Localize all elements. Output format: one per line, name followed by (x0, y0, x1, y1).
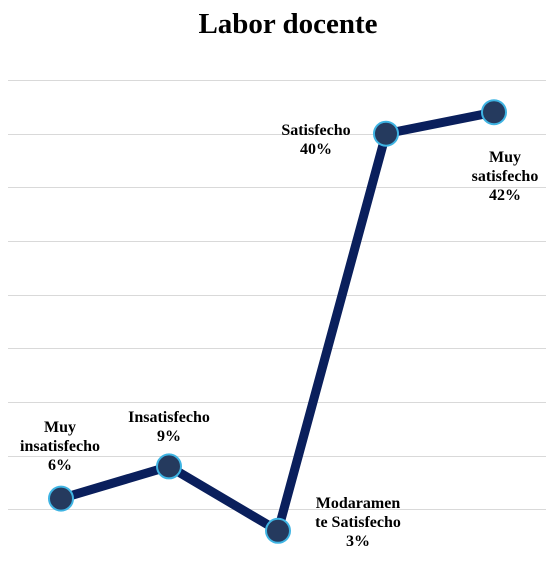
data-label-line: 40% (300, 141, 332, 158)
data-label-line: 9% (157, 428, 181, 445)
gridlines (8, 80, 546, 510)
data-label-line: Satisfecho (281, 122, 350, 139)
data-label: Satisfecho 40% (281, 122, 350, 158)
data-label-line: 6% (48, 457, 72, 474)
data-point (265, 517, 291, 544)
data-label: Muy insatisfecho 6% (20, 419, 100, 474)
data-label-line: insatisfecho (20, 438, 100, 455)
data-label-line: Muy (489, 149, 521, 166)
data-label-line: Insatisfecho (128, 409, 210, 426)
data-points (48, 99, 507, 544)
data-label-line: 3% (346, 533, 370, 550)
data-point (481, 99, 507, 126)
data-label-line: Modaramen (316, 495, 401, 512)
data-point (373, 120, 399, 147)
chart-title: Labor docente (198, 8, 377, 40)
series-line (56, 107, 499, 536)
data-point (48, 485, 74, 512)
data-label: Muy satisfecho 42% (472, 149, 539, 204)
data-point (156, 453, 182, 480)
data-label-line: te Satisfecho (315, 514, 401, 531)
data-label-line: 42% (489, 187, 521, 204)
data-labels: Muy insatisfecho 6% Insatisfecho 9% Modaramen… (20, 122, 538, 550)
data-label-line: Muy (44, 419, 76, 436)
data-label: Insatisfecho 9% (128, 409, 210, 445)
data-label-line: satisfecho (472, 168, 539, 185)
data-label: Modaramen te Satisfecho 3% (315, 495, 401, 550)
